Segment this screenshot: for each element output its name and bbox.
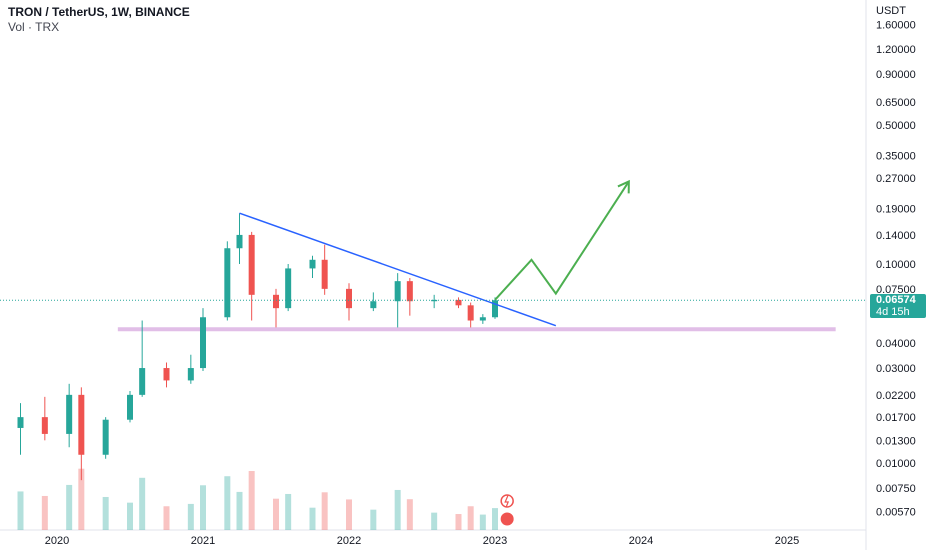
time-tick-label: 2021 xyxy=(191,535,215,547)
candle-body xyxy=(66,394,73,434)
volume-legend[interactable]: Vol · TRX xyxy=(8,20,60,34)
candle-body xyxy=(431,299,438,302)
candle-body xyxy=(17,417,24,428)
price-tick-label: 0.50000 xyxy=(876,120,916,132)
volume-bar xyxy=(127,502,133,530)
candle-body xyxy=(127,394,133,420)
price-axis-unit: USDT xyxy=(876,5,906,17)
price-tick-label: 0.00750 xyxy=(876,483,916,495)
volume-bar xyxy=(467,506,474,530)
candle-body xyxy=(406,281,413,302)
volume-bar xyxy=(479,514,486,530)
support-zone[interactable] xyxy=(117,327,836,332)
time-tick-label: 2023 xyxy=(483,535,507,547)
candle-body xyxy=(309,259,316,269)
symbol-title[interactable]: TRON / TetherUS, 1W, BINANCE xyxy=(8,5,190,19)
price-tick-label: 0.01300 xyxy=(876,435,916,447)
candle-body xyxy=(224,248,231,318)
volume-bar xyxy=(394,489,401,530)
price-tick-label: 0.19000 xyxy=(876,204,916,216)
candle-body xyxy=(370,301,377,309)
descending-trendline[interactable] xyxy=(239,212,557,327)
volume-bar xyxy=(309,507,316,530)
bar-countdown: 4d 15h xyxy=(876,306,910,318)
volume-bar xyxy=(406,499,413,530)
volume-bar xyxy=(78,468,85,530)
candle-body xyxy=(346,288,352,309)
volume-bar xyxy=(102,496,109,530)
price-tick-label: 0.01700 xyxy=(876,412,916,424)
volume-bar xyxy=(455,514,462,530)
candle-body xyxy=(467,305,474,321)
candle-body xyxy=(236,234,243,249)
volume-bar xyxy=(370,509,377,530)
calendar-icon[interactable] xyxy=(499,511,515,527)
price-tick-label: 1.60000 xyxy=(876,19,916,31)
last-price-value: 0.06574 xyxy=(876,294,916,306)
candle-body xyxy=(163,368,170,381)
volume-bar xyxy=(187,503,194,530)
volume-bar xyxy=(236,491,243,530)
candle-body xyxy=(394,281,401,302)
time-tick-label: 2025 xyxy=(775,535,799,547)
price-tick-label: 0.00570 xyxy=(876,507,916,519)
price-tick-label: 0.90000 xyxy=(876,69,916,81)
projection-path[interactable] xyxy=(494,180,630,301)
volume-bar xyxy=(431,512,438,530)
symbol-legend: TRON / TetherUS, 1W, BINANCE Vol · TRX xyxy=(8,5,190,35)
time-tick-label: 2024 xyxy=(629,535,653,547)
candle-body xyxy=(492,300,498,318)
price-tick-label: 0.14000 xyxy=(876,230,916,242)
price-tick-label: 0.35000 xyxy=(876,151,916,163)
flash-glyph-icon xyxy=(504,494,510,508)
volume-bar xyxy=(66,484,73,530)
flash-icon[interactable] xyxy=(500,494,514,508)
candle-body xyxy=(455,299,462,306)
price-tick-label: 0.03000 xyxy=(876,363,916,375)
volume-bar xyxy=(163,506,170,530)
candle-body xyxy=(479,317,486,321)
volume-bar xyxy=(321,492,328,530)
candle-body xyxy=(139,368,146,395)
volume-bar xyxy=(139,477,146,530)
volume-bar xyxy=(285,493,292,530)
candle-body xyxy=(285,268,292,309)
price-tick-label: 0.04000 xyxy=(876,338,916,350)
volume-bar xyxy=(248,471,255,530)
price-tick-label: 1.20000 xyxy=(876,44,916,56)
volume-bar xyxy=(41,495,48,530)
price-tick-label: 0.02200 xyxy=(876,390,916,402)
price-tick-label: 0.65000 xyxy=(876,97,916,109)
last-price-badge: 0.06574 4d 15h xyxy=(870,294,926,318)
candle-body xyxy=(187,368,194,381)
price-tick-label: 0.10000 xyxy=(876,259,916,271)
projection-arrowhead xyxy=(617,179,630,194)
price-tick-label: 0.07500 xyxy=(876,284,916,296)
volume-bar xyxy=(273,498,279,530)
candle-body xyxy=(41,417,48,434)
candle-body xyxy=(273,294,279,309)
volume-bar xyxy=(492,508,498,530)
volume-bar xyxy=(224,476,231,530)
volume-bar xyxy=(346,499,352,530)
price-tick-label: 0.27000 xyxy=(876,173,916,185)
candle-body xyxy=(102,419,109,455)
candle-body xyxy=(321,259,328,289)
candle-body xyxy=(248,234,255,295)
time-tick-label: 2020 xyxy=(45,535,69,547)
candle-body xyxy=(200,317,206,369)
time-tick-label: 2022 xyxy=(337,535,361,547)
candle-body xyxy=(78,394,85,455)
volume-bar xyxy=(17,491,24,530)
volume-bar xyxy=(200,485,206,530)
price-tick-label: 0.01000 xyxy=(876,458,916,470)
